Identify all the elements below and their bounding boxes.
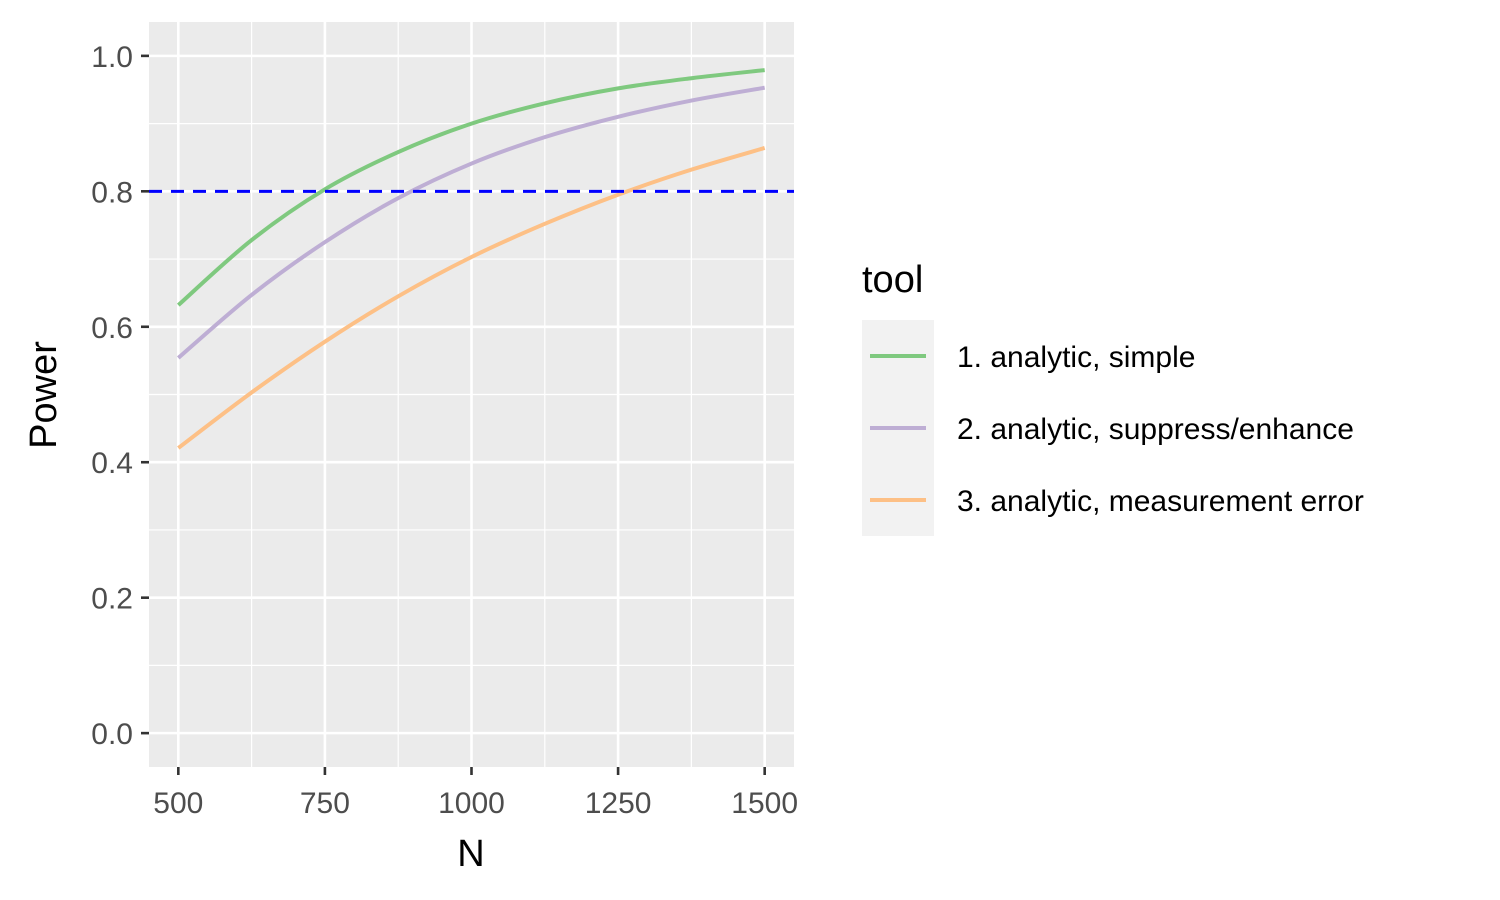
legend-label-3: 3. analytic, measurement error xyxy=(957,485,1364,518)
y-tick-label: 0.0 xyxy=(91,718,133,751)
y-tick-label: 0.2 xyxy=(91,583,133,616)
x-tick-label: 1000 xyxy=(438,787,505,820)
series-layer xyxy=(176,68,766,450)
y-tick-label: 0.4 xyxy=(91,447,133,480)
x-axis-title: N xyxy=(457,833,484,875)
y-tick-label: 1.0 xyxy=(91,41,133,74)
legend-items: 1. analytic, simple 2. analytic, suppress… xyxy=(870,341,1364,518)
series-line-1 xyxy=(176,68,765,307)
x-tick-label: 1250 xyxy=(585,787,652,820)
y-tick-label: 0.8 xyxy=(91,176,133,209)
y-tick-label: 0.6 xyxy=(91,312,133,345)
legend: tool 1. analytic, simple 2. analytic, sup… xyxy=(862,259,1364,536)
y-axis-title: Power xyxy=(23,341,65,449)
legend-label-2: 2. analytic, suppress/enhance xyxy=(957,413,1354,446)
legend-title: tool xyxy=(862,259,923,301)
x-tick-label: 750 xyxy=(300,787,350,820)
series-line-3 xyxy=(177,146,766,450)
x-tick-label: 1500 xyxy=(731,787,798,820)
y-axis: 0.0 0.2 0.4 0.6 0.8 1.0 xyxy=(91,41,149,751)
x-axis: 500 750 1000 1250 1500 xyxy=(153,767,798,820)
series-line-2 xyxy=(177,85,766,360)
x-tick-label: 500 xyxy=(153,787,203,820)
legend-label-1: 1. analytic, simple xyxy=(957,341,1195,374)
